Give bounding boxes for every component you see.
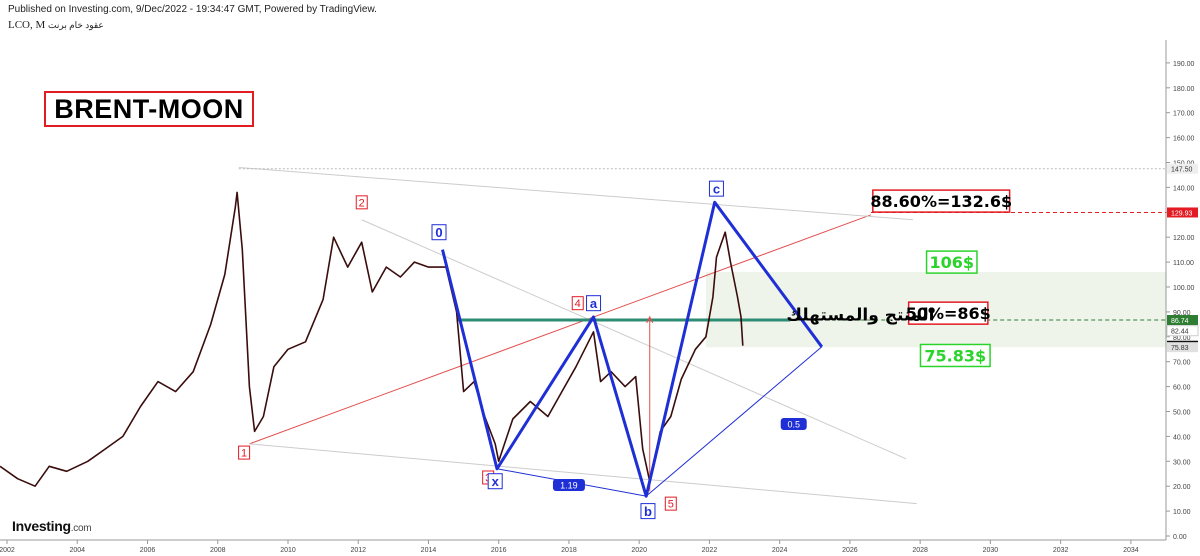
symbol-label: LCO, M عقود خام برنت [8, 19, 104, 31]
ratio-label: 0.5 [787, 419, 800, 429]
x-tick-label: 2014 [421, 547, 437, 554]
x-tick-label: 2012 [350, 547, 366, 554]
y-tick-label: 110.00 [1173, 260, 1194, 267]
blue-point-label-box [431, 224, 447, 241]
red-wave-label-box [238, 445, 251, 460]
annotation-box [919, 343, 991, 368]
annotation-text: 75.83$ [924, 346, 986, 365]
y-tick-label: 0.00 [1173, 534, 1187, 541]
chart-title: BRENT-MOON [44, 91, 254, 127]
y-tick-label: 40.00 [1173, 434, 1191, 441]
symbol-code: LCO, M [8, 19, 46, 31]
price-tag-label: 147.50 [1171, 167, 1193, 174]
x-tick-label: 2020 [631, 547, 647, 554]
red-wave-label: 4 [575, 298, 581, 310]
red-wave-label-box [355, 195, 368, 210]
annotation-box [872, 189, 1011, 213]
blue-point-label-box [487, 473, 503, 490]
red-wave-label: 5 [668, 499, 674, 511]
annotation-box [925, 250, 978, 274]
x-tick-label: 2018 [561, 547, 577, 554]
gray-mid-line [361, 219, 907, 460]
y-tick-label: 60.00 [1173, 385, 1191, 392]
x-tick-label: 2028 [912, 547, 928, 554]
logo-domain: .com [70, 523, 92, 534]
annotation-text: 50%=86$ [906, 304, 991, 323]
price-tag [1167, 207, 1198, 218]
x-tick-label: 2022 [702, 547, 718, 554]
investing-logo: Investing.com [12, 518, 92, 534]
red-trendline [249, 214, 872, 445]
x-tick-label: 2002 [0, 547, 15, 554]
x-tick-label: 2034 [1123, 547, 1139, 554]
y-tick-label: 50.00 [1173, 410, 1191, 417]
blue-point-label-box [708, 180, 724, 197]
red-arrow-head [646, 315, 654, 324]
y-tick-label: 100.00 [1173, 285, 1195, 292]
blue-point-label: a [590, 296, 598, 311]
y-tick-label: 90.00 [1173, 310, 1191, 317]
price-tag-label: 129.93 [1171, 210, 1193, 217]
y-tick-label: 120.00 [1173, 235, 1195, 242]
price-tag-label: 86.74 [1171, 318, 1189, 325]
blue-point-label-box [586, 295, 602, 312]
y-tick-label: 160.00 [1173, 136, 1195, 143]
x-tick-label: 2010 [280, 547, 296, 554]
ratio-badge [552, 478, 585, 491]
blue-point-label: x [492, 474, 500, 489]
ratio-label: 1.19 [560, 480, 578, 490]
red-wave-label: 1 [241, 448, 247, 460]
gray-lower-line [249, 443, 917, 505]
annotation-text: 88.60%=132.6$ [870, 192, 1012, 211]
price-tag [1167, 342, 1198, 353]
price-tag-label: 82.44 [1171, 329, 1189, 336]
blue-point-label: c [713, 182, 720, 197]
price-line [0, 191, 744, 488]
blue-point-label: 0 [435, 225, 442, 240]
symbol-name: عقود خام برنت [48, 20, 104, 30]
y-tick-label: 180.00 [1173, 86, 1195, 93]
annotation-text: المنتج والمستهلك [786, 305, 934, 325]
y-tick-label: 140.00 [1173, 185, 1195, 192]
gray-upper-line [238, 166, 914, 221]
price-tag-label: 75.83 [1171, 345, 1189, 352]
x-tick-label: 2004 [69, 547, 85, 554]
red-wave-label-box [664, 496, 677, 511]
y-tick-label: 80.00 [1173, 335, 1191, 342]
y-tick-label: 170.00 [1173, 111, 1195, 118]
annotation-text: 106$ [929, 253, 974, 272]
price-tag [1167, 163, 1198, 174]
x-tick-label: 2016 [491, 547, 507, 554]
y-tick-label: 20.00 [1173, 484, 1191, 491]
blue-point-label: b [644, 504, 652, 519]
harmonic-pattern-legs [441, 200, 824, 498]
price-tag [1167, 315, 1198, 326]
x-tick-label: 2026 [842, 547, 858, 554]
logo-main: Investing [12, 518, 71, 534]
x-tick-label: 2006 [140, 547, 156, 554]
pattern-bd-line [645, 346, 823, 497]
red-wave-label-box [571, 296, 584, 311]
x-tick-label: 2032 [1053, 547, 1069, 554]
y-tick-label: 190.00 [1173, 61, 1195, 68]
ratio-badge [780, 417, 807, 430]
x-tick-label: 2030 [983, 547, 999, 554]
annotation-box [907, 301, 989, 325]
blue-point-label-box [640, 503, 656, 520]
x-tick-label: 2024 [772, 547, 788, 554]
red-wave-label: 2 [359, 197, 365, 209]
y-tick-label: 30.00 [1173, 459, 1191, 466]
published-note: Published on Investing.com, 9/Dec/2022 -… [8, 4, 377, 15]
price-tag [1166, 325, 1199, 337]
y-tick-label: 70.00 [1173, 360, 1191, 367]
x-tick-label: 2008 [210, 547, 226, 554]
y-tick-label: 10.00 [1173, 509, 1191, 516]
